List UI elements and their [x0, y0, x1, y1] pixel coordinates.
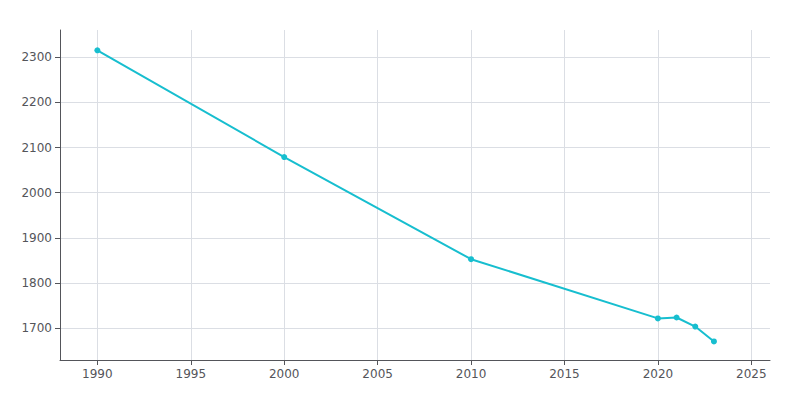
svg-text:2100: 2100	[21, 141, 52, 155]
svg-text:1990: 1990	[82, 367, 113, 381]
svg-text:2200: 2200	[21, 95, 52, 109]
svg-text:1995: 1995	[176, 367, 207, 381]
svg-text:2020: 2020	[643, 367, 674, 381]
svg-text:2005: 2005	[362, 367, 393, 381]
svg-text:2300: 2300	[21, 50, 52, 64]
svg-text:2010: 2010	[456, 367, 487, 381]
svg-text:2015: 2015	[549, 367, 580, 381]
svg-text:2000: 2000	[21, 186, 52, 200]
svg-text:1900: 1900	[21, 231, 52, 245]
svg-text:1700: 1700	[21, 321, 52, 335]
svg-text:1800: 1800	[21, 276, 52, 290]
svg-text:2025: 2025	[736, 367, 767, 381]
svg-text:2000: 2000	[269, 367, 300, 381]
